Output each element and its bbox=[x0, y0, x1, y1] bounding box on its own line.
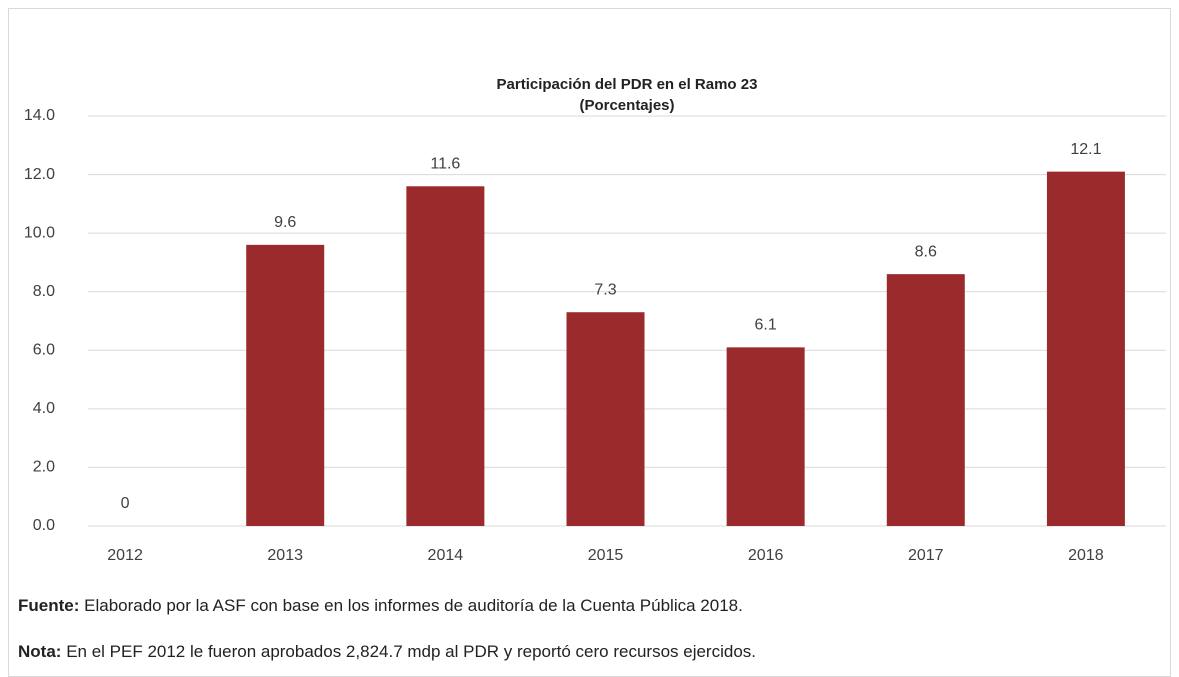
x-tick-label: 2012 bbox=[107, 547, 143, 564]
bar bbox=[406, 186, 485, 527]
data-label: 9.6 bbox=[274, 214, 296, 231]
y-tick-label: 0.0 bbox=[33, 517, 55, 534]
note-label: Fuente: bbox=[18, 596, 79, 615]
data-label: 6.1 bbox=[755, 317, 777, 334]
chart-title: Participación del PDR en el Ramo 23 bbox=[497, 76, 758, 93]
x-tick-label: 2017 bbox=[908, 547, 944, 564]
bar bbox=[1046, 171, 1125, 526]
x-tick-label: 2014 bbox=[428, 547, 464, 564]
note: Fuente: Elaborado por la ASF con base en… bbox=[18, 596, 743, 615]
x-tick-label: 2013 bbox=[267, 547, 303, 564]
data-label: 7.3 bbox=[594, 281, 616, 298]
note: Nota: En el PEF 2012 le fueron aprobados… bbox=[18, 642, 756, 661]
data-label: 8.6 bbox=[915, 243, 937, 260]
x-tick-label: 2018 bbox=[1068, 547, 1104, 564]
note-label: Nota: bbox=[18, 642, 61, 661]
x-tick-label: 2016 bbox=[748, 547, 784, 564]
y-tick-label: 2.0 bbox=[33, 459, 55, 476]
chart-subtitle: (Porcentajes) bbox=[579, 97, 674, 114]
data-label: 11.6 bbox=[430, 156, 460, 173]
y-tick-label: 10.0 bbox=[24, 224, 55, 241]
data-label: 0 bbox=[121, 495, 130, 512]
bar bbox=[886, 274, 965, 526]
y-tick-label: 14.0 bbox=[24, 107, 55, 124]
y-tick-label: 6.0 bbox=[33, 342, 55, 359]
note-text: En el PEF 2012 le fueron aprobados 2,824… bbox=[66, 642, 756, 661]
y-tick-label: 4.0 bbox=[33, 400, 55, 417]
bar bbox=[566, 312, 645, 526]
x-tick-label: 2015 bbox=[588, 547, 624, 564]
y-tick-label: 8.0 bbox=[33, 283, 55, 300]
y-tick-label: 12.0 bbox=[24, 166, 55, 183]
note-text: Elaborado por la ASF con base en los inf… bbox=[84, 596, 743, 615]
bar bbox=[246, 244, 325, 526]
bar bbox=[726, 347, 805, 526]
data-label: 12.1 bbox=[1070, 141, 1101, 158]
